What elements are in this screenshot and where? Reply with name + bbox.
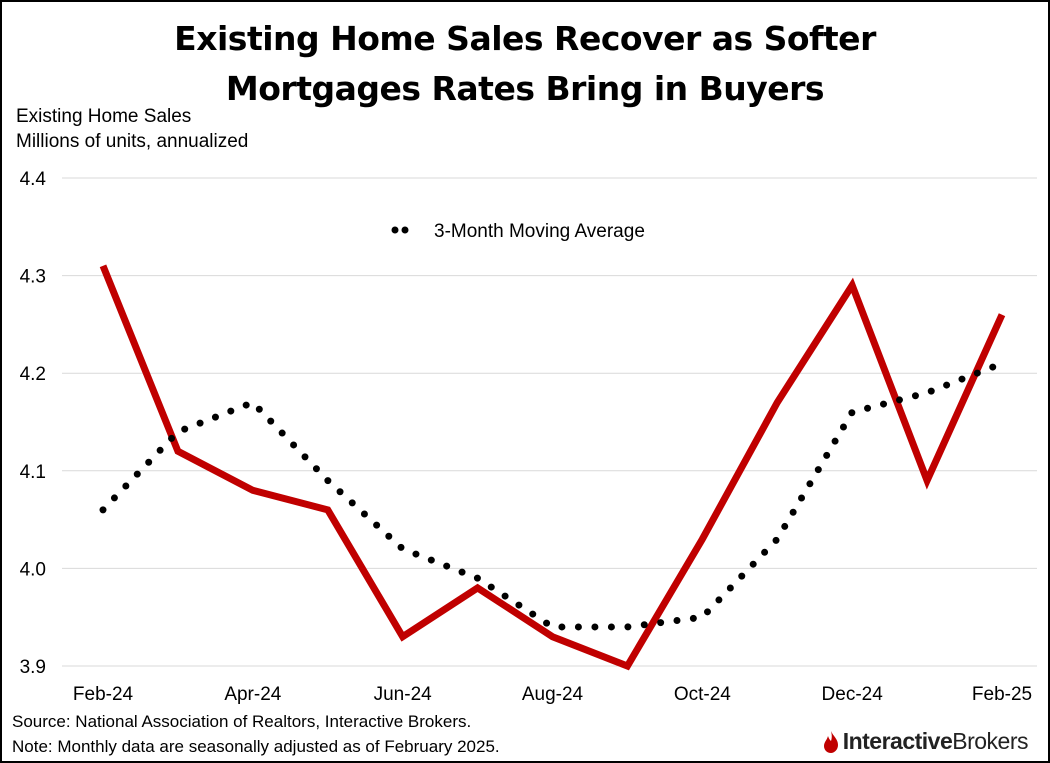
x-tick-label: Feb-24 [73,684,134,705]
footnotes: Source: National Association of Realtors… [12,709,500,759]
y-tick-label: 4.0 [20,559,46,580]
moving-average-line [99,359,1006,631]
y-tick-label: 4.2 [20,364,46,385]
x-tick-label: Apr-24 [224,684,281,705]
y-tick-label: 3.9 [20,657,46,678]
x-tick-label: Oct-24 [674,684,731,705]
x-tick-label: Jun-24 [374,684,433,705]
x-tick-label: Feb-25 [972,684,1032,705]
flame-logo-icon [823,730,838,753]
logo-text-interactive: Interactive [842,728,953,754]
source-note: Source: National Association of Realtors… [12,712,472,731]
title-line-2: Mortgages Rates Bring in Buyers [225,69,825,108]
chart-title: Existing Home Sales Recover as Softer Mo… [2,14,1048,114]
interactive-brokers-logo: Interactive Brokers [823,728,1028,755]
x-tick-label: Dec-24 [822,684,884,705]
logo-text-brokers: Brokers [952,728,1028,754]
y-tick-label: 4.3 [20,267,46,288]
title-line-1: Existing Home Sales Recover as Softer [174,19,876,58]
legend-label-moving-average: 3-Month Moving Average [434,221,645,242]
y-tick-label: 4.1 [20,462,46,483]
y-axis-label-line-1: Existing Home Sales [16,106,192,127]
x-tick-label: Aug-24 [522,684,584,705]
y-tick-label: 4.4 [20,169,47,190]
y-axis-label-line-2: Millions of units, annualized [16,131,249,152]
y-axis-label: Existing Home Sales Millions of units, a… [16,104,248,154]
existing-home-sales-line [99,264,1006,671]
data-note: Note: Monthly data are seasonally adjust… [12,737,500,756]
